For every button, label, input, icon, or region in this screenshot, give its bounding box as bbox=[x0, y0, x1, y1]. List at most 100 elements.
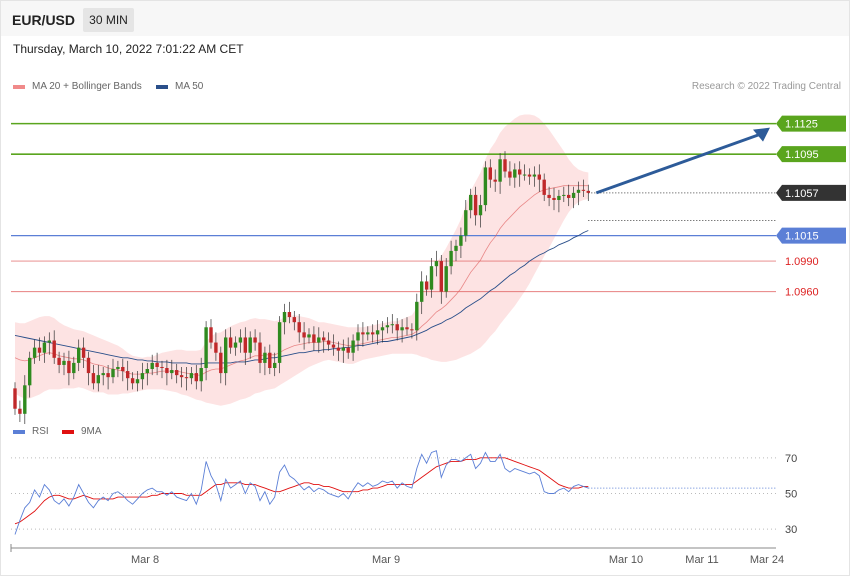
candle-body bbox=[106, 373, 110, 378]
level-tag-text-1.1125: 1.1125 bbox=[785, 119, 818, 131]
candle-body bbox=[336, 347, 341, 351]
candle-body bbox=[282, 312, 287, 323]
forecast-arrow-shaft bbox=[595, 132, 763, 195]
candle-body bbox=[184, 377, 189, 379]
rsi-9ma-line bbox=[14, 457, 589, 525]
current-price-tag bbox=[776, 184, 846, 201]
x-label-Mar-11: Mar 11 bbox=[685, 554, 718, 566]
candle-body bbox=[121, 366, 125, 372]
candle-body bbox=[81, 347, 86, 358]
symbol-label: EUR/USD bbox=[12, 12, 76, 28]
candle-body bbox=[498, 159, 502, 182]
candle-body bbox=[518, 169, 522, 175]
candle-body bbox=[312, 334, 316, 343]
candle-body bbox=[160, 366, 164, 368]
level-text-1.0960: 1.0960 bbox=[785, 287, 819, 299]
x-label-Mar-8: Mar 8 bbox=[131, 554, 159, 566]
candle-body bbox=[126, 371, 130, 379]
candle-body bbox=[28, 357, 32, 386]
x-label-Mar-10: Mar 10 bbox=[609, 554, 643, 566]
candle-body bbox=[527, 174, 532, 177]
level-tag-1.1125 bbox=[776, 115, 846, 132]
legend-label-ma50: MA 50 bbox=[175, 81, 204, 92]
candles bbox=[13, 151, 590, 424]
candle-body bbox=[130, 378, 135, 384]
candle-body bbox=[322, 337, 326, 341]
candle-body bbox=[277, 322, 282, 363]
candle-body bbox=[23, 385, 27, 414]
legend-rsi: RSI bbox=[13, 426, 49, 437]
candle-body bbox=[72, 362, 76, 374]
candle-body bbox=[356, 332, 360, 341]
candle-body bbox=[366, 332, 370, 335]
candle-body bbox=[52, 340, 56, 358]
legend-label-ma20: MA 20 + Bollinger Bands bbox=[32, 81, 142, 92]
legend-swatch-ma50 bbox=[156, 84, 168, 89]
candle-body bbox=[586, 190, 590, 193]
candle-body bbox=[459, 235, 463, 246]
level-tag-text-1.1095: 1.1095 bbox=[785, 149, 819, 161]
candle-body bbox=[395, 324, 399, 331]
candle-body bbox=[67, 360, 71, 374]
legend-label-9ma: 9MA bbox=[81, 426, 102, 437]
candle-body bbox=[547, 194, 551, 198]
candle-body bbox=[508, 171, 512, 178]
candle-body bbox=[420, 281, 424, 302]
candle-body bbox=[542, 179, 546, 195]
candle-body bbox=[361, 332, 365, 335]
candle-body bbox=[268, 352, 272, 368]
candle-body bbox=[424, 281, 429, 290]
candle-body bbox=[175, 370, 179, 376]
candle-body bbox=[32, 347, 37, 358]
candle-body bbox=[351, 340, 355, 353]
ma50-line bbox=[14, 230, 589, 365]
legend-9ma: 9MA bbox=[62, 426, 102, 437]
candle-body bbox=[429, 266, 434, 290]
timeframe-button[interactable]: 30 MIN bbox=[83, 8, 134, 32]
candle-body bbox=[170, 370, 174, 374]
candle-body bbox=[439, 261, 443, 292]
candle-body bbox=[62, 360, 66, 365]
rsi-line bbox=[14, 450, 589, 535]
level-tag-1.1095 bbox=[776, 146, 846, 163]
legend-ma50: MA 50 bbox=[156, 81, 203, 92]
candle-body bbox=[111, 369, 115, 378]
bollinger-band bbox=[15, 114, 589, 406]
candle-body bbox=[287, 312, 292, 318]
candle-body bbox=[385, 325, 390, 328]
candle-body bbox=[415, 301, 419, 331]
candle-body bbox=[503, 159, 507, 172]
candle-body bbox=[228, 337, 233, 348]
candle-body bbox=[410, 329, 414, 331]
current-price-text: 1.1057 bbox=[785, 188, 819, 200]
candle-body bbox=[219, 352, 223, 374]
candle-body bbox=[571, 192, 576, 198]
candle-body bbox=[96, 375, 100, 384]
candle-body bbox=[204, 327, 208, 368]
candle-body bbox=[483, 167, 488, 206]
candle-body bbox=[165, 368, 169, 374]
credit-label: Research © 2022 Trading Central bbox=[691, 81, 841, 92]
legend-label-rsi: RSI bbox=[32, 426, 49, 437]
candle-body bbox=[209, 327, 213, 343]
candle-body bbox=[532, 174, 537, 177]
rsi-tick-30: 30 bbox=[785, 524, 797, 536]
x-label-Mar-24: Mar 24 bbox=[750, 554, 784, 566]
candle-body bbox=[57, 357, 61, 365]
candle-body bbox=[116, 366, 120, 370]
candle-body bbox=[214, 342, 218, 353]
candle-body bbox=[405, 327, 409, 330]
candle-body bbox=[552, 197, 556, 200]
candle-body bbox=[47, 340, 51, 343]
candle-body bbox=[42, 342, 47, 353]
candle-body bbox=[238, 337, 243, 343]
legend-swatch-rsi bbox=[13, 429, 25, 434]
candle-body bbox=[258, 342, 262, 363]
candle-body bbox=[243, 337, 247, 353]
candle-body bbox=[331, 344, 336, 348]
candle-body bbox=[326, 340, 331, 345]
candle-body bbox=[292, 317, 296, 323]
candle-body bbox=[346, 347, 350, 353]
legend-ma20: MA 20 + Bollinger Bands bbox=[13, 81, 142, 92]
